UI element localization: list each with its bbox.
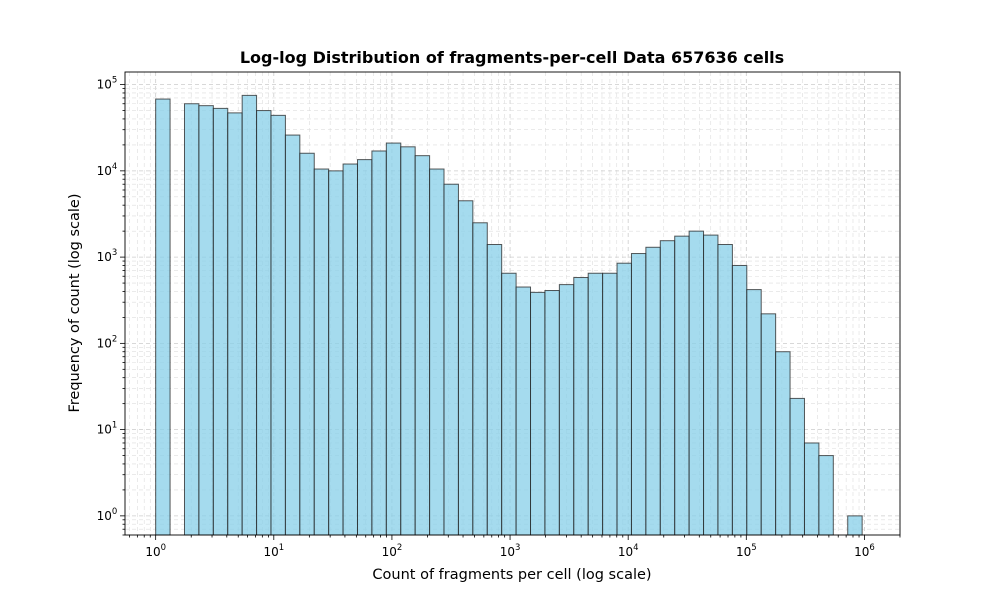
histogram-bar: [558, 284, 575, 536]
histogram-bar: [544, 290, 560, 536]
histogram-bar: [630, 253, 647, 536]
histogram-bar: [501, 272, 517, 536]
histogram-bar: [515, 286, 532, 536]
histogram-bar: [241, 94, 258, 536]
histogram-bar: [357, 159, 373, 536]
y-axis-label: Frequency of count (log scale): [67, 193, 83, 412]
x-tick-label: 100: [145, 543, 166, 559]
histogram-bar: [818, 455, 834, 536]
histogram-bar: [385, 142, 402, 536]
histogram-bar: [414, 155, 431, 536]
y-tick-label: 103: [97, 248, 118, 264]
histogram-bar: [703, 234, 719, 536]
histogram-bar: [717, 244, 733, 536]
x-tick-label: 101: [263, 543, 284, 559]
histogram-bar: [270, 114, 286, 536]
histogram-bar: [443, 183, 459, 536]
bars: [155, 94, 863, 536]
histogram-bar: [227, 112, 243, 536]
y-tick-label: 104: [97, 162, 118, 178]
histogram-bar: [198, 105, 214, 536]
histogram-bar: [284, 134, 301, 536]
histogram-bar: [429, 168, 445, 536]
histogram-bar: [602, 272, 618, 536]
x-tick-label: 105: [736, 543, 757, 559]
y-tick-label: 101: [97, 421, 118, 437]
histogram-bar: [371, 150, 387, 536]
histogram-bar: [530, 291, 546, 536]
histogram-bar: [256, 110, 272, 536]
histogram-bar: [789, 397, 805, 536]
histogram-bar: [573, 277, 589, 536]
histogram-bar: [342, 163, 359, 536]
histogram-bar: [313, 168, 330, 536]
histogram-bar: [212, 107, 229, 536]
histogram-bar: [472, 222, 488, 536]
histogram-bar: [659, 240, 676, 536]
x-axis-label: Count of fragments per cell (log scale): [372, 567, 651, 583]
histogram-bar: [328, 170, 344, 536]
histogram-bar: [587, 272, 604, 536]
histogram-bar: [183, 103, 200, 536]
histogram-bar: [731, 264, 748, 536]
histogram-bar: [400, 146, 416, 536]
histogram-bar: [688, 230, 705, 536]
histogram-bar: [847, 515, 863, 536]
histogram-bar: [616, 262, 632, 536]
chart-title: Log-log Distribution of fragments-per-ce…: [240, 48, 784, 67]
y-tick-label: 100: [97, 507, 118, 523]
histogram-bar: [155, 98, 171, 536]
histogram-bar: [486, 244, 503, 536]
x-tick-label: 102: [382, 543, 403, 559]
plot-frame: [124, 71, 901, 536]
y-axis-ticks: 100 101 102 103 104 105: [97, 76, 125, 536]
histogram-bar: [674, 235, 690, 536]
histogram-bar: [645, 246, 661, 536]
histogram-bar: [760, 313, 777, 536]
histogram-bar: [299, 152, 315, 536]
histogram-bar: [775, 351, 791, 536]
x-tick-label: 106: [854, 543, 875, 559]
x-axis-ticks: 100 101 102 103 104 105 106: [129, 535, 901, 559]
histogram-bar: [457, 200, 474, 536]
histogram-bar: [803, 442, 820, 536]
histogram-bar: [746, 289, 762, 536]
x-tick-label: 103: [500, 543, 521, 559]
y-tick-label: 105: [97, 76, 118, 92]
x-tick-label: 104: [618, 543, 639, 559]
y-tick-label: 102: [97, 334, 118, 350]
